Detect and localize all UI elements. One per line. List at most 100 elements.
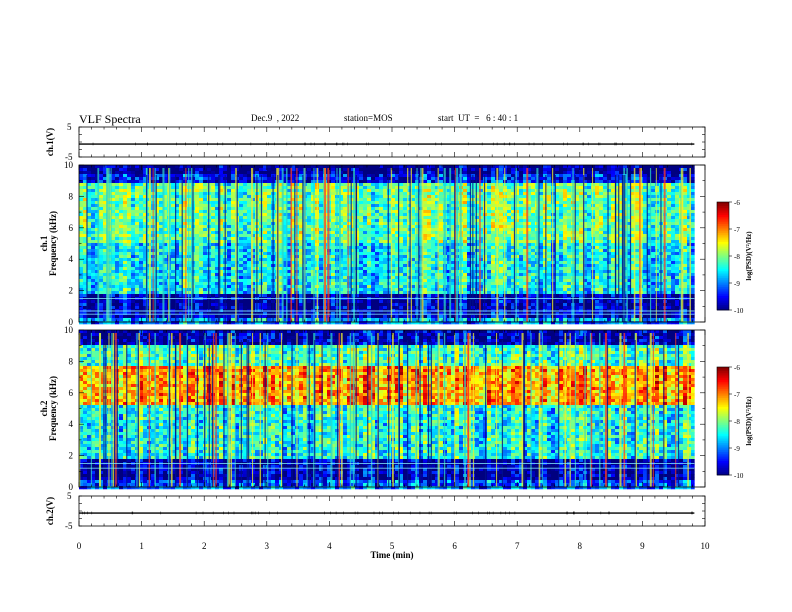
psd-cell: [219, 282, 224, 286]
psd-cell: [231, 195, 236, 199]
psd-cell: [139, 252, 144, 256]
psd-cell: [359, 315, 364, 319]
psd-cell: [299, 195, 304, 199]
psd-cell: [123, 258, 128, 262]
psd-cell: [115, 315, 120, 319]
psd-cell: [279, 270, 284, 274]
psd-cell: [91, 192, 96, 196]
psd-cell: [267, 174, 272, 178]
psd-cell: [227, 270, 232, 274]
psd-cell: [231, 198, 236, 202]
psd-cell: [403, 240, 408, 244]
psd-cell: [343, 255, 348, 259]
psd-cell: [159, 174, 164, 178]
psd-cell: [199, 273, 204, 277]
psd-cell: [319, 177, 324, 181]
psd-cell: [283, 300, 288, 304]
psd-cell: [111, 300, 116, 304]
psd-cell: [379, 285, 384, 289]
psd-cell: [423, 174, 428, 178]
psd-cell: [143, 210, 148, 214]
psd-cell: [423, 276, 428, 280]
psd-cell: [399, 303, 404, 307]
psd-cell: [251, 285, 256, 289]
psd-cell: [343, 285, 348, 289]
psd-cell: [231, 231, 236, 235]
psd-cell: [131, 231, 136, 235]
psd-cell: [79, 237, 84, 241]
psd-cell: [211, 219, 216, 223]
psd-cell: [123, 225, 128, 229]
psd-cell: [347, 282, 352, 286]
psd-cell: [399, 177, 404, 181]
psd-cell: [139, 294, 144, 298]
psd-cell: [143, 177, 148, 181]
psd-cell: [263, 273, 268, 277]
psd-cell: [131, 255, 136, 259]
psd-cell: [263, 288, 268, 292]
psd-cell: [251, 186, 256, 190]
psd-cell: [163, 231, 168, 235]
psd-cell: [279, 300, 284, 304]
psd-cell: [203, 318, 208, 322]
psd-cell: [91, 195, 96, 199]
psd-cell: [183, 222, 188, 226]
psd-cell: [299, 318, 304, 322]
psd-cell: [159, 204, 164, 208]
psd-cell: [231, 270, 236, 274]
psd-cell: [199, 165, 204, 169]
psd-cell: [343, 165, 348, 169]
psd-cell: [175, 321, 180, 325]
psd-cell: [139, 213, 144, 217]
psd-cell: [387, 237, 392, 241]
psd-cell: [143, 228, 148, 232]
psd-cell: [179, 195, 184, 199]
psd-cell: [359, 219, 364, 223]
psd-cell: [179, 318, 184, 322]
psd-cell: [247, 207, 252, 211]
psd-cell: [343, 249, 348, 253]
psd-cell: [359, 174, 364, 178]
psd-cell: [99, 261, 104, 265]
psd-cell: [395, 240, 400, 244]
psd-cell: [159, 237, 164, 241]
psd-cell: [383, 285, 388, 289]
psd-cell: [283, 249, 288, 253]
psd-cell: [283, 285, 288, 289]
psd-cell: [119, 210, 124, 214]
psd-cell: [283, 267, 288, 271]
psd-cell: [279, 174, 284, 178]
psd-cell: [139, 255, 144, 259]
psd-cell: [407, 318, 412, 322]
psd-cell: [127, 252, 132, 256]
psd-cell: [355, 315, 360, 319]
psd-cell: [423, 282, 428, 286]
psd-cell: [135, 222, 140, 226]
psd-cell: [211, 291, 216, 295]
psd-cell: [267, 294, 272, 298]
psd-cell: [355, 261, 360, 265]
psd-cell: [375, 285, 380, 289]
psd-cell: [407, 231, 412, 235]
psd-cell: [211, 192, 216, 196]
psd-cell: [367, 252, 372, 256]
psd-cell: [395, 321, 400, 325]
psd-cell: [287, 207, 292, 211]
psd-cell: [251, 228, 256, 232]
psd-cell: [407, 294, 412, 298]
psd-cell: [423, 216, 428, 220]
psd-cell: [339, 246, 344, 250]
psd-cell: [371, 279, 376, 283]
psd-cell: [267, 258, 272, 262]
psd-cell: [223, 171, 228, 175]
psd-cell: [243, 186, 248, 190]
psd-cell: [175, 237, 180, 241]
psd-cell: [103, 243, 108, 247]
psd-cell: [387, 171, 392, 175]
psd-cell: [203, 285, 208, 289]
psd-cell: [171, 177, 176, 181]
psd-cell: [203, 321, 208, 325]
psd-cell: [251, 198, 256, 202]
psd-cell: [139, 258, 144, 262]
psd-cell: [107, 321, 112, 325]
